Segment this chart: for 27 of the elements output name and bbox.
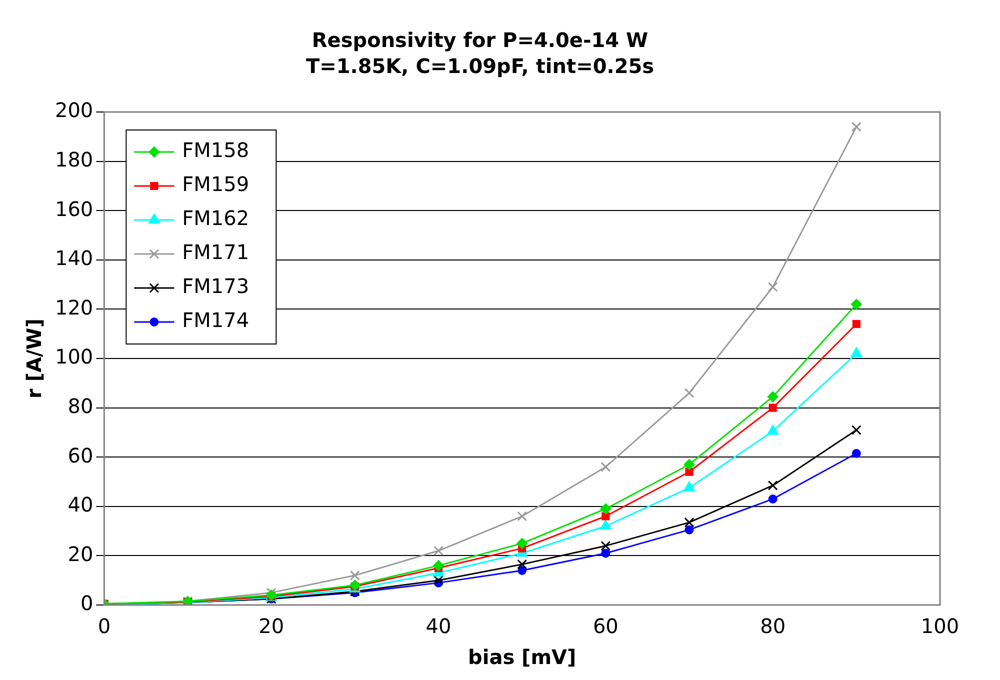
y-tick-label: 140 [54, 246, 94, 270]
legend-label: FM159 [182, 172, 250, 196]
chart-title: Responsivity for P=4.0e-14 W [312, 28, 648, 52]
x-tick-label: 20 [258, 614, 284, 638]
legend-label: FM174 [182, 308, 250, 332]
x-tick-label: 0 [98, 614, 111, 638]
legend-label: FM158 [182, 138, 250, 162]
y-tick-label: 0 [80, 591, 94, 616]
x-tick-label: 40 [426, 614, 452, 638]
x-tick-label: 100 [920, 614, 960, 638]
y-tick-label: 160 [54, 196, 94, 221]
y-tick-label: 20 [68, 542, 94, 566]
legend-label: FM171 [182, 240, 250, 264]
y-tick-label: 200 [54, 98, 94, 122]
chart-subtitle: T=1.85K, C=1.09pF, tint=0.25s [306, 54, 654, 78]
x-tick-label: 80 [760, 614, 786, 638]
legend-label: FM162 [182, 206, 250, 230]
legend-label: FM173 [182, 274, 250, 298]
y-tick-label: 120 [54, 295, 94, 320]
y-tick-label: 100 [54, 344, 94, 369]
y-tick-label: 60 [68, 443, 94, 468]
y-tick-label: 40 [68, 492, 94, 517]
y-tick-label: 180 [54, 148, 94, 172]
y-tick-label: 80 [68, 394, 94, 418]
x-tick-label: 60 [592, 614, 618, 638]
x-axis-title: bias [mV] [468, 645, 576, 670]
y-axis-title: r [A/W] [22, 318, 46, 398]
